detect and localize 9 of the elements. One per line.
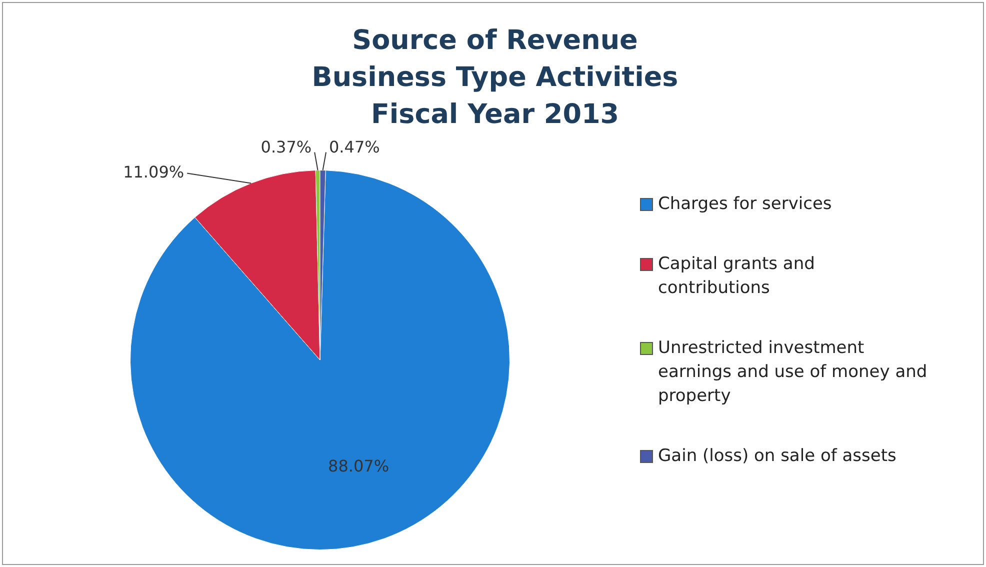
legend-label: Gain (loss) on sale of assets	[658, 445, 896, 468]
data-label: 11.09%	[123, 162, 184, 182]
data-label: 0.47%	[329, 137, 380, 156]
legend-label: Charges for services	[658, 193, 832, 216]
data-label: 88.07%	[328, 456, 390, 476]
chart-title: Source of Revenue Business Type Activities Fiscal Year 2013	[310, 24, 680, 132]
legend-label: Capital grants and contributions	[658, 253, 816, 300]
legend-label: Unrestricted investment earnings and use of money and property	[658, 337, 928, 408]
data-label: 0.37%	[260, 137, 312, 156]
